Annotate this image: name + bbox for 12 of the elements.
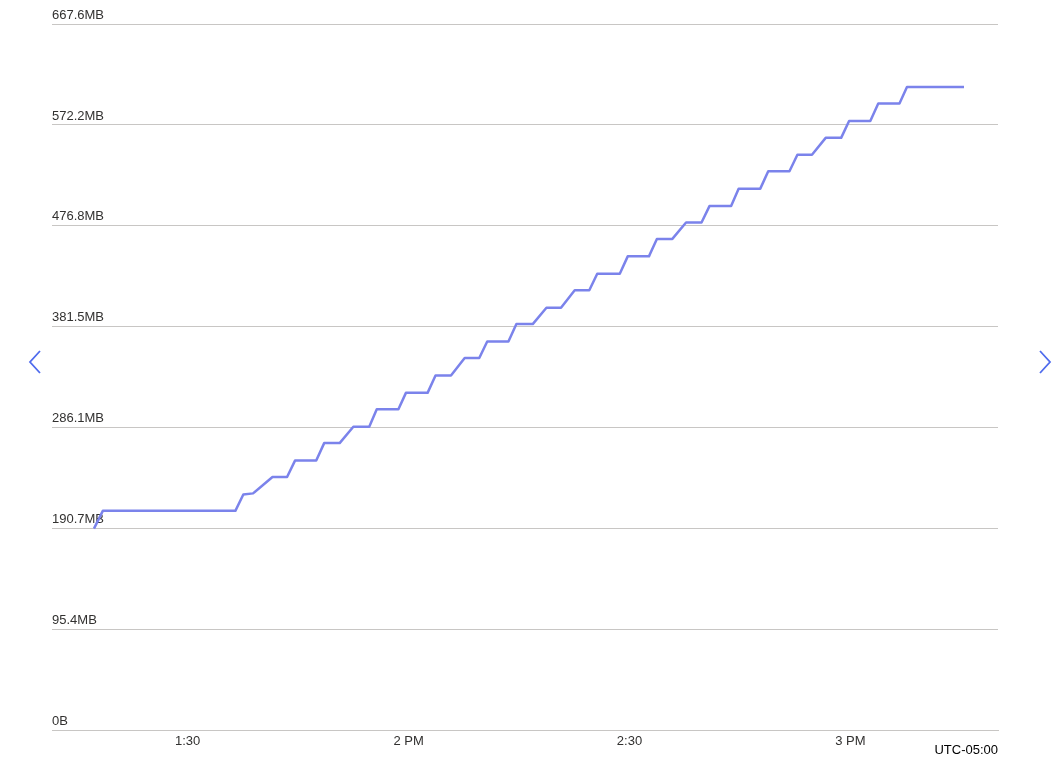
x-tick-label: 1:30	[174, 732, 201, 748]
x-tick-label: 2 PM	[393, 732, 424, 748]
y-tick-label: 0B	[52, 712, 68, 728]
text: UTC-05:00	[934, 741, 998, 757]
y-tick-label: 476.8MB	[52, 208, 105, 224]
y-tick-label: 572.2MB	[52, 107, 105, 123]
y-tick-label: 286.1MB	[52, 410, 105, 426]
y-tick-label: 667.6MB	[52, 6, 105, 22]
x-tick-label: 3 PM	[835, 732, 866, 748]
y-tick-label: 95.4MB	[52, 612, 97, 628]
x-tick-label: 2:30	[616, 732, 643, 748]
y-tick-label: 381.5MB	[52, 309, 105, 325]
